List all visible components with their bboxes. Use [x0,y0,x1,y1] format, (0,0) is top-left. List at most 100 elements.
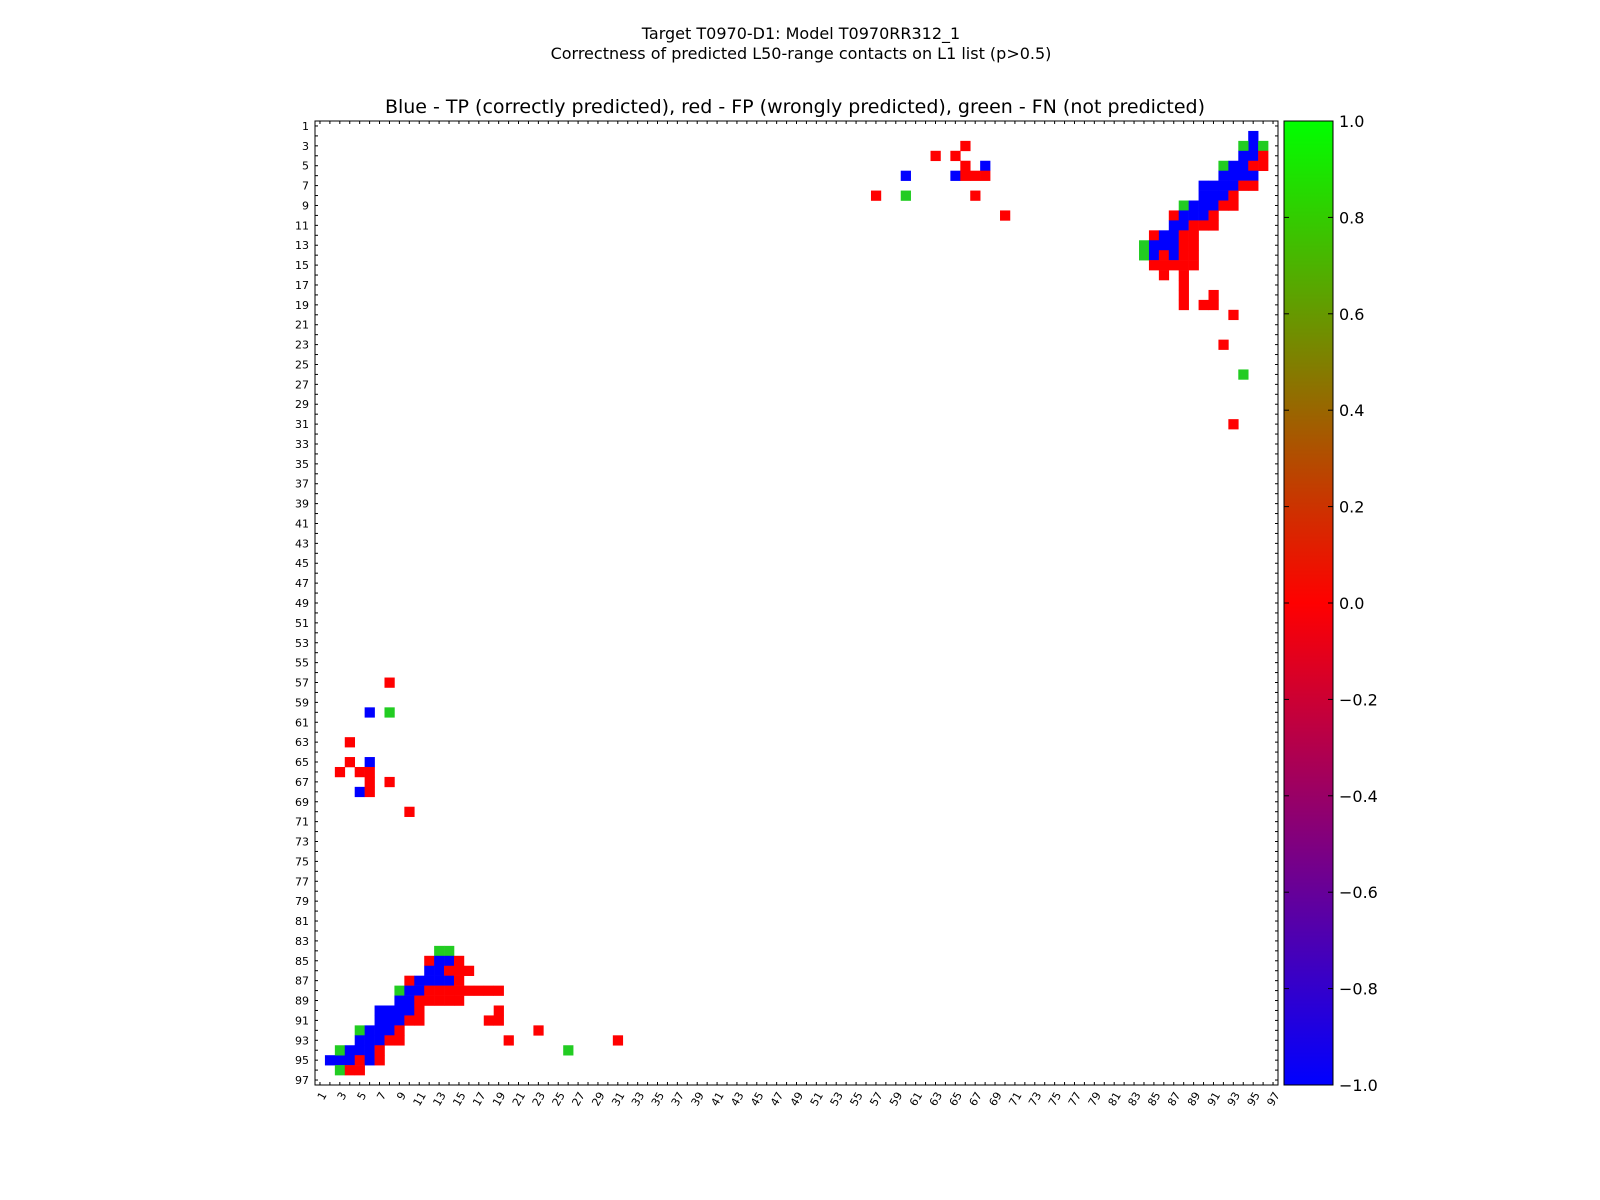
contact-cell-fp [424,955,435,967]
contact-cell-fp [1178,289,1189,301]
contact-cell-tp [414,985,425,996]
contact-cell-tp [434,955,445,967]
x-tick-label: 15 [450,1090,468,1109]
y-tick-label: 93 [295,1034,309,1047]
contact-cell-tp [1208,180,1219,191]
x-tick-label: 29 [589,1090,607,1109]
contact-cell-tp [950,170,961,181]
contact-cell-fp [1178,270,1189,281]
x-tick-label: 51 [808,1090,826,1109]
contact-cell-fp [503,1035,514,1046]
y-tick-label: 61 [295,716,309,729]
x-tick-label: 87 [1165,1090,1183,1109]
y-tick-label: 53 [295,637,309,650]
y-tick-label: 21 [295,319,309,332]
contact-cell-fn [384,707,395,718]
y-tick-label: 89 [295,995,309,1008]
contact-cell-fp [1178,260,1189,271]
y-tick-label: 27 [295,378,309,391]
contact-cell-fp [970,190,981,201]
y-tick-label: 31 [295,418,309,431]
colorbar-tick-label: 1.0 [1339,112,1364,131]
contact-cell-fp [612,1035,624,1046]
y-tick-label: 75 [295,855,309,868]
contact-cell-fp [1178,240,1189,251]
contact-cell-fp [424,995,435,1006]
contact-cell-tp [1248,170,1259,181]
contact-cell-fp [533,1025,544,1036]
contact-cell-fp [483,985,494,996]
contact-cell-fp [493,985,504,996]
x-tick-label: 39 [689,1090,707,1109]
contact-cell-tp [364,757,375,768]
contact-cell-tp [1208,190,1219,201]
colorbar-tick-label: −0.2 [1339,690,1378,709]
x-tick-label: 25 [550,1090,568,1109]
contact-cell-tp [1198,180,1209,191]
contact-cell-fp [453,995,465,1006]
x-tick-label: 35 [649,1090,667,1109]
contact-cell-tp [1148,250,1160,261]
contact-cell-fp [414,995,425,1006]
contact-cell-tp [1238,160,1249,171]
contact-cell-tp [414,975,425,986]
contact-cell-fn [1178,200,1189,211]
x-axis-ticks: 1 3 5 7 9 11 13 15 17 19 21 23 25 27 29 31 33 35 37 39 41 43 4… [315,121,1283,1108]
contact-cell-tp [1228,170,1239,181]
contact-cell-fp [1168,210,1180,221]
contact-cell-fp [1208,210,1219,221]
y-tick-label: 85 [295,955,309,968]
x-tick-label: 61 [907,1090,925,1109]
y-tick-label: 51 [295,617,309,630]
colorbar-tick-label: −0.8 [1339,980,1378,999]
contact-cell-fn [394,985,405,996]
y-tick-label: 3 [302,140,309,153]
contact-cell-tp [364,1025,375,1036]
contact-cell-tp [1148,240,1160,251]
contact-cell-fp [414,1005,425,1016]
contact-cell-fp [404,806,415,817]
contact-cell-tp [1228,180,1239,191]
contact-cell-tp [1248,130,1259,142]
contact-cell-tp [344,1045,356,1056]
x-tick-label: 47 [768,1090,786,1109]
contact-cell-tp [444,955,455,967]
x-tick-label: 1 [315,1090,330,1103]
y-tick-label: 49 [295,597,309,610]
contact-cell-tp [1198,210,1209,221]
x-tick-label: 59 [887,1090,905,1109]
contact-cell-fp [434,985,445,996]
contact-cell-fp [493,1005,504,1016]
contact-cell-fp [1158,250,1170,261]
contact-cell-fn [1139,250,1150,261]
suptitle-line-1: Target T0970-D1: Model T0970RR312_1 [641,24,960,44]
contact-cell-tp [1158,230,1170,241]
contact-cell-tp [424,975,435,986]
contact-cell-tp [1178,210,1189,221]
contact-cell-tp [404,995,415,1006]
contact-cell-fp [364,786,375,798]
contact-cell-fp [1000,210,1011,221]
y-tick-label: 15 [295,259,309,272]
contact-cell-fp [463,985,475,996]
contact-cell-tp [344,1055,356,1066]
contact-cell-tp [1188,210,1199,221]
contact-cell-fp [344,1065,356,1076]
contact-cell-tp [900,170,911,181]
suptitle-line-2: Correctness of predicted L50-range conta… [551,44,1052,63]
x-tick-label: 11 [411,1090,429,1109]
y-tick-label: 91 [295,1014,309,1027]
contact-cell-fp [364,766,375,778]
contact-cell-fp [1158,260,1170,271]
x-tick-label: 5 [355,1090,370,1103]
x-tick-label: 71 [1006,1090,1024,1109]
y-tick-label: 33 [295,438,309,451]
contact-cell-fp [483,1015,494,1026]
contact-cell-fp [1218,339,1229,350]
contact-cell-tp [1168,230,1180,241]
contact-cell-fp [1188,220,1199,231]
contact-cell-tp [434,965,445,976]
contact-cell-fp [950,150,961,162]
contact-cell-fp [374,1055,385,1066]
contact-cell-fn [1238,140,1249,152]
